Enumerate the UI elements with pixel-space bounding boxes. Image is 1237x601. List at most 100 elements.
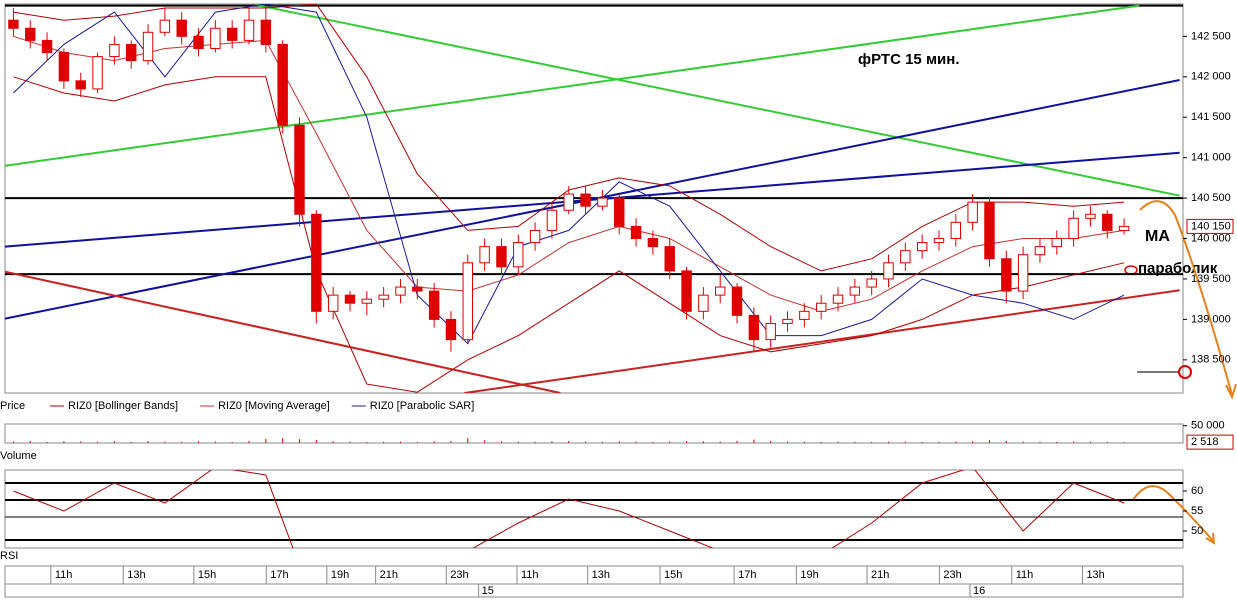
candle-body <box>92 56 103 90</box>
rsi-line <box>13 470 1125 548</box>
forecast-arrow <box>1139 200 1233 396</box>
candle-body <box>529 229 541 244</box>
candle-body <box>546 209 558 231</box>
arrow-head <box>1205 532 1216 545</box>
candle-body <box>159 19 171 33</box>
candle-body <box>1102 213 1113 231</box>
candle-body <box>883 262 894 280</box>
y-tick-label: 141 000 <box>1191 152 1231 164</box>
candle-body <box>799 310 810 320</box>
candle-body <box>815 302 827 312</box>
legend-label: RIZ0 [Parabolic SAR] <box>370 400 475 412</box>
candle-body <box>41 39 53 54</box>
last-value-box <box>1186 434 1234 450</box>
candle-body <box>950 221 962 240</box>
last-value-box <box>1186 218 1234 234</box>
candle-body <box>681 270 692 312</box>
date-label: 16 <box>973 585 985 597</box>
pane-label: RSI <box>0 550 18 562</box>
candle-body <box>513 242 524 268</box>
candle-body <box>176 19 187 37</box>
candle-body <box>933 238 945 244</box>
candle-body <box>765 322 776 341</box>
candle-body <box>849 286 861 296</box>
trend-line <box>464 289 1180 393</box>
x-tick-label: 13h <box>127 569 145 581</box>
candle-body <box>782 318 793 324</box>
candle-body <box>1068 217 1079 240</box>
candle-body <box>260 19 272 45</box>
candle-body <box>462 262 473 341</box>
x-tick-label: 23h <box>943 569 961 581</box>
candle-body <box>900 250 911 264</box>
x-tick-label: 19h <box>331 569 349 581</box>
x-tick-label: 21h <box>871 569 889 581</box>
candle-body <box>8 19 19 29</box>
candle-body <box>327 294 339 312</box>
candle-body <box>748 314 760 341</box>
candle-body <box>580 193 591 207</box>
y-tick-label: 138 500 <box>1191 354 1231 366</box>
y-tick-label: 140 500 <box>1191 192 1231 204</box>
candle-body <box>647 238 659 248</box>
candle-body <box>126 43 137 62</box>
date-label: 15 <box>482 585 494 597</box>
candle-body <box>664 246 675 272</box>
candle-body <box>277 43 288 126</box>
last-value-label: 2 518 <box>1191 436 1219 448</box>
candle-body <box>1051 238 1062 248</box>
candle-body <box>378 294 389 300</box>
candle-body <box>109 43 120 58</box>
pane-label: Volume <box>0 450 37 462</box>
x-tick-label: 17h <box>270 569 288 581</box>
y-tick-label: 139 000 <box>1191 313 1231 325</box>
candle-body <box>361 298 373 304</box>
x-tick-label: 15h <box>664 569 682 581</box>
candle-body <box>731 286 743 316</box>
candle-body <box>243 19 255 41</box>
last-value-label: 140 150 <box>1191 220 1231 232</box>
candle-body <box>1034 246 1046 256</box>
arrow-head <box>1225 383 1237 400</box>
candle-body <box>1118 225 1130 231</box>
x-tick-label: 11h <box>1016 569 1034 581</box>
y-tick-label: 50 000 <box>1191 420 1225 432</box>
candle-body <box>1001 258 1012 292</box>
trend-line <box>5 270 561 393</box>
candle-body <box>984 201 995 260</box>
candle-body <box>25 27 36 41</box>
x-tick-label: 19h <box>800 569 818 581</box>
candle-body <box>142 31 154 62</box>
trend-line <box>5 4 1140 167</box>
legend-label: RIZ0 [Moving Average] <box>218 400 330 412</box>
x-tick-label: 17h <box>738 569 756 581</box>
y-tick-label: 139 500 <box>1191 273 1231 285</box>
candle-body <box>832 294 844 304</box>
candle-body <box>1085 213 1096 219</box>
y-tick-label: 141 500 <box>1191 111 1231 123</box>
candle-body <box>479 246 490 264</box>
candle-body <box>428 290 440 320</box>
candle-body <box>967 201 978 223</box>
chart-title: фРТС 15 мин. <box>858 51 960 68</box>
candle-body <box>344 294 356 304</box>
time-axis <box>4 565 1184 598</box>
candle-body <box>210 27 221 49</box>
forecast-arrow <box>1132 485 1215 543</box>
candle-body <box>58 52 70 82</box>
candle-body <box>630 225 642 240</box>
candle-body <box>698 294 709 312</box>
annotation: параболик <box>1138 260 1218 277</box>
x-tick-label: 13h <box>592 569 610 581</box>
x-tick-label: 13h <box>1086 569 1104 581</box>
candle-body <box>1017 254 1029 292</box>
x-tick-label: 21h <box>380 569 398 581</box>
legend-label: RIZ0 [Bollinger Bands] <box>68 400 178 412</box>
candle-body <box>597 197 608 207</box>
candle-body <box>715 286 726 296</box>
y-tick-label: 50 <box>1191 525 1203 537</box>
candle-body <box>75 80 86 90</box>
candle-body <box>614 197 625 227</box>
y-tick-label: 60 <box>1191 485 1203 497</box>
